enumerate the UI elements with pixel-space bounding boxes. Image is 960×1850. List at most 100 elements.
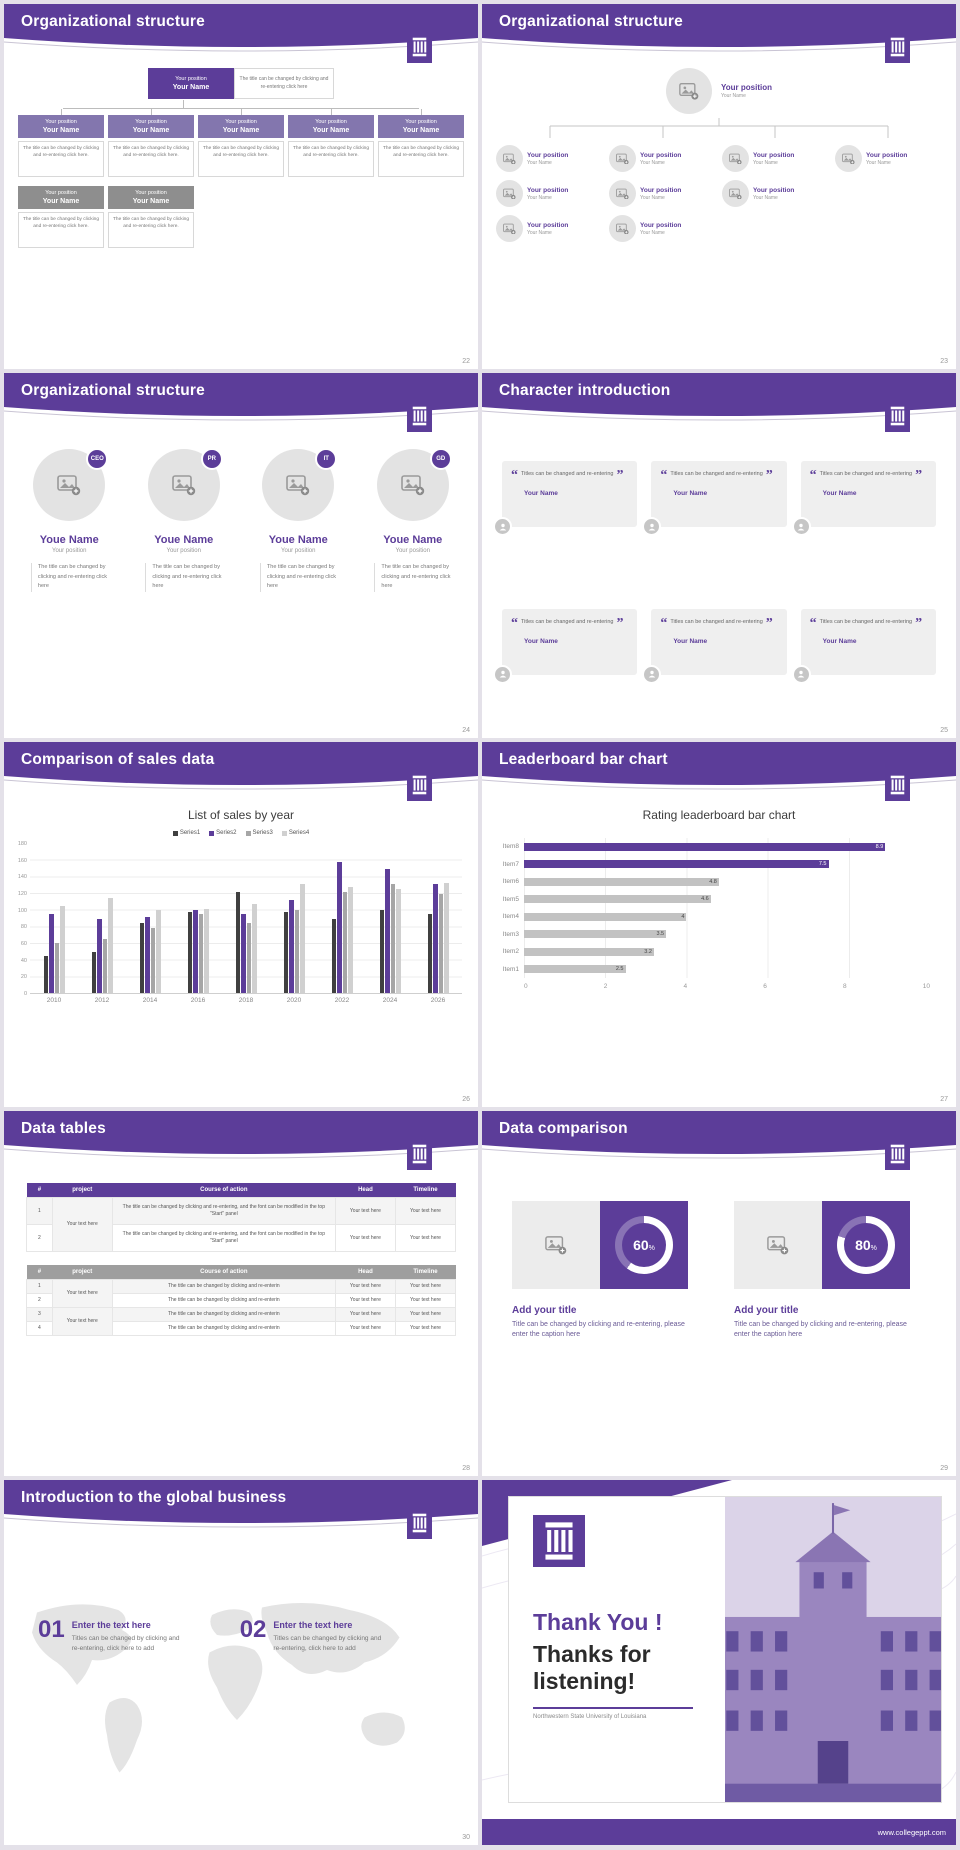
cell-course: The title can be changed by clicking and…	[111, 1197, 336, 1225]
y-tick-label: 80	[20, 924, 27, 931]
x-tick-label: 4	[683, 983, 688, 990]
table-header-row: # project Course of action Head Timeline	[26, 1183, 456, 1198]
pillar-building-icon	[407, 769, 432, 801]
avatar	[835, 145, 862, 172]
slide-24-organizational-structure[interactable]: Organizational structure CEO Youe Name Y…	[4, 373, 478, 738]
website-url[interactable]: www.collegeppt.com	[877, 1827, 946, 1837]
slide-23-organizational-structure[interactable]: Organizational structure Your position Y…	[482, 4, 956, 369]
sales-chart: List of sales by year Series1 Series2 Seri…	[4, 802, 478, 1095]
sales-yaxis: 0 20 40 60 80 100 120 140 160 180	[12, 841, 30, 997]
org-node-labels: Your position Your Name	[640, 187, 681, 201]
quote-open-icon: “	[809, 615, 817, 631]
tables-area: # project Course of action Head Timeline…	[4, 1171, 478, 1464]
percent-symbol: %	[648, 1245, 655, 1252]
slide-30-global-business[interactable]: Introduction to the global business	[4, 1480, 478, 1845]
character-card: “ Titles can be changed and re-entering …	[791, 461, 936, 536]
cell-course: The title can be changed by clicking and…	[111, 1293, 336, 1308]
bar-track: 4.8	[524, 877, 930, 886]
org-node-labels: Your position Your Name	[527, 222, 568, 236]
org-node-name: Your Name	[42, 127, 80, 134]
slide-header: Character introduction	[482, 373, 956, 432]
org-node-name: Your Name	[640, 229, 665, 236]
bar: 3.5	[524, 930, 667, 939]
slide-22-organizational-structure[interactable]: Organizational structure Your position Y…	[4, 4, 478, 369]
slide-25-character-introduction[interactable]: Character introduction “ Titles can be c…	[482, 373, 956, 738]
pillar-building-icon	[885, 31, 910, 63]
y-tick-label: 160	[17, 857, 27, 864]
legend-label: Series3	[252, 830, 273, 836]
bar: 4	[524, 912, 687, 921]
avatar-wrap: CEO	[33, 448, 109, 521]
col-header: #	[26, 1183, 53, 1198]
global-business-items: 01 Enter the text here Titles can be cha…	[4, 1540, 478, 1654]
cell-course: The title can be changed by clicking and…	[111, 1307, 336, 1322]
item-text: Titles can be changed by clicking and re…	[71, 1635, 180, 1653]
legend-item: Series3	[245, 830, 273, 836]
card-name: Your Name	[673, 490, 708, 498]
org-node-box: Your position Your Name	[378, 115, 464, 138]
legend-item: Series1	[172, 830, 200, 836]
donut-center: 80 %	[844, 1223, 888, 1267]
bar-track: 2.5	[524, 965, 930, 974]
global-business-item: 02 Enter the text here Titles can be cha…	[240, 1618, 386, 1654]
org-chart-boxes: Your position Your Name The title can be…	[4, 64, 478, 357]
role-badge: GD	[429, 448, 452, 470]
item-texts: Enter the text here Titles can be change…	[273, 1618, 385, 1654]
card-name: Your Name	[673, 637, 708, 645]
slide-29-data-comparison[interactable]: Data comparison 60 %	[482, 1111, 956, 1476]
bar-track: 8.9	[524, 842, 930, 851]
x-tick-label: 2012	[94, 997, 110, 1004]
slide-thank-you[interactable]: Thank You ! Thanks for listening! Northw…	[482, 1480, 956, 1845]
page-number: 25	[940, 727, 948, 734]
card-title: Add your title	[734, 1305, 799, 1316]
y-tick-label: 20	[20, 974, 27, 981]
org-node-position: Your position	[640, 221, 682, 229]
bar-track: 3.5	[524, 930, 930, 939]
org-node-position: Your position	[405, 119, 437, 125]
x-tick-label: 0	[524, 983, 528, 990]
image-placeholder-icon	[679, 82, 699, 100]
quote-close-icon: ”	[765, 468, 773, 483]
y-tick-label: 120	[17, 891, 27, 897]
cell-timeline: Your text here	[394, 1224, 457, 1252]
image-placeholder-icon	[503, 188, 516, 200]
bar	[139, 922, 144, 993]
page-number: 30	[462, 1834, 470, 1841]
person-avatar	[791, 664, 811, 684]
bar: 4.6	[524, 895, 711, 904]
slide-27-leaderboard-bar-chart[interactable]: Leaderboard bar chart Rating leaderboard…	[482, 742, 956, 1107]
bar: 7.5	[524, 860, 829, 869]
table-row: 2 The title can be changed by clicking a…	[26, 1224, 457, 1252]
bar	[444, 882, 449, 993]
org-node: Your position Your Name The title can be…	[18, 186, 104, 248]
slide-28-data-tables[interactable]: Data tables # project Course of action H…	[4, 1111, 478, 1476]
org-node: Your position Your Name	[607, 177, 718, 210]
slide-title: Comparison of sales data	[21, 751, 215, 768]
percent-value: 80	[855, 1237, 871, 1253]
university-name: Northwestern State University of Louisia…	[533, 1713, 647, 1720]
bar: 4.8	[524, 877, 719, 886]
col-header: project	[52, 1183, 113, 1198]
bar	[331, 918, 336, 993]
character-card: “ Titles can be changed and re-entering …	[493, 461, 638, 536]
bar-value: 4.8	[709, 878, 717, 885]
org-node-position: Your position	[640, 151, 682, 159]
slide-26-comparison-of-sales-data[interactable]: Comparison of sales data List of sales b…	[4, 742, 478, 1107]
bar-value: 8.9	[875, 843, 884, 850]
university-building-photo	[725, 1497, 941, 1802]
quote-row: “ Titles can be changed and re-entering …	[809, 615, 928, 631]
page-number: 24	[462, 727, 470, 734]
table-row: 2 The title can be changed by clicking a…	[26, 1293, 457, 1308]
image-placeholder-icon	[729, 153, 742, 165]
bar-group	[423, 844, 453, 993]
bar	[300, 883, 305, 993]
org-node-name: Your Name	[640, 194, 665, 201]
bar	[390, 883, 395, 993]
character-card: “ Titles can be changed and re-entering …	[791, 608, 936, 684]
x-tick-label: 2010	[46, 997, 62, 1004]
table-header-row: # project Course of action Head Timeline	[26, 1265, 456, 1280]
global-business-area: 01 Enter the text here Titles can be cha…	[4, 1540, 478, 1833]
org-node-note: The title can be changed by clicking and…	[198, 141, 284, 177]
person-icon	[648, 523, 656, 530]
